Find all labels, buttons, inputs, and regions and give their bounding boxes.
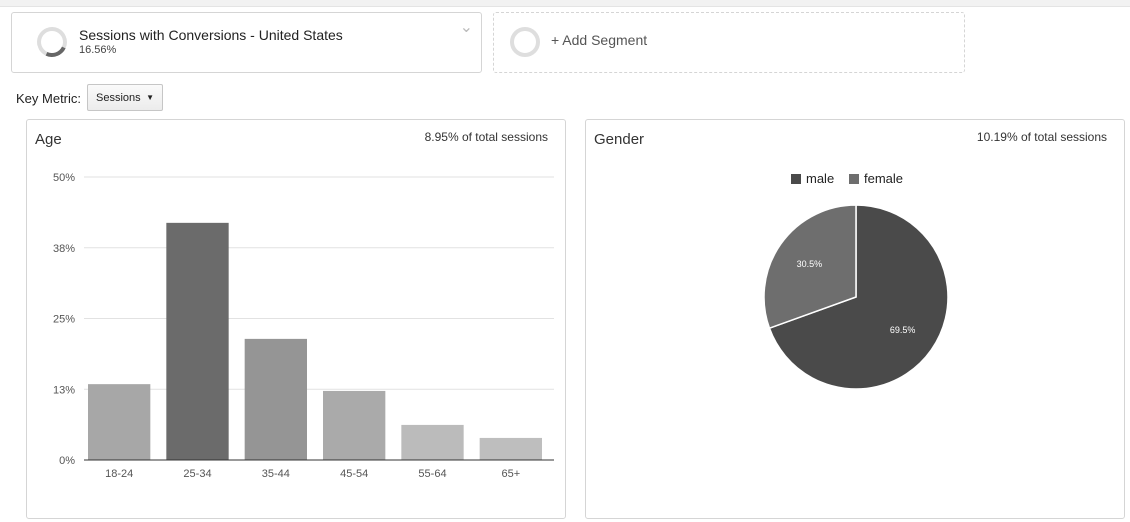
key-metric-select[interactable]: Sessions ▼ (87, 84, 163, 111)
segment-card[interactable]: Sessions with Conversions - United State… (11, 12, 482, 73)
segment-percent: 16.56% (79, 44, 117, 56)
gender-title: Gender (594, 131, 645, 148)
y-tick-label: 25% (53, 314, 75, 326)
key-metric-value: Sessions (96, 92, 141, 104)
x-tick-label: 65+ (501, 468, 520, 480)
chevron-down-icon[interactable]: ⌄ (459, 19, 473, 36)
top-bar (0, 0, 1130, 7)
legend-swatch-female (849, 174, 859, 184)
y-tick-label: 38% (53, 243, 75, 255)
x-tick-label: 25-34 (183, 468, 211, 480)
add-segment-button[interactable]: + Add Segment (493, 12, 965, 73)
legend-label-female: female (864, 171, 903, 186)
pie-slice-male (768, 204, 949, 390)
bar-18-24 (88, 384, 151, 460)
y-tick-label: 0% (59, 455, 75, 467)
gender-pie-chart: 69.5% 30.5% male female (763, 171, 949, 390)
bar-25-34 (166, 222, 229, 460)
age-title: Age (35, 131, 62, 148)
gender-note: 10.19% of total sessions (976, 130, 1107, 144)
segment-ring-icon (32, 22, 72, 62)
x-tick-label: 45-54 (340, 468, 368, 480)
gender-panel: Gender 10.19% of total sessions 69.5% 30.… (585, 119, 1125, 519)
bar-35-44 (244, 338, 307, 460)
y-tick-label: 50% (53, 172, 75, 184)
x-tick-label: 35-44 (262, 468, 290, 480)
pie-data-label: 30.5% (797, 259, 823, 269)
bar-45-54 (323, 390, 386, 460)
x-tick-label: 55-64 (418, 468, 446, 480)
y-tick-label: 13% (53, 384, 75, 396)
bar-65+ (479, 437, 542, 460)
age-panel: Age 8.95% of total sessions 0% 13% 25% 38% 5… (26, 119, 566, 519)
segment-title: Sessions with Conversions - United State… (79, 27, 343, 43)
legend-label-male: male (806, 171, 834, 186)
pie-slice-female (763, 204, 857, 330)
pie-data-label: 69.5% (890, 325, 916, 335)
age-bar-chart: 0% 13% 25% 38% 50% 18-24 25-34 35-44 45-54 55-64 6… (53, 172, 554, 480)
bar-55-64 (401, 424, 464, 460)
segment-ring-icon (510, 27, 540, 57)
age-note: 8.95% of total sessions (424, 130, 548, 144)
caret-down-icon: ▼ (146, 93, 154, 102)
add-segment-label: + Add Segment (551, 32, 648, 48)
key-metric-label: Key Metric: (16, 91, 82, 106)
legend-swatch-male (791, 174, 801, 184)
x-tick-label: 18-24 (105, 468, 133, 480)
